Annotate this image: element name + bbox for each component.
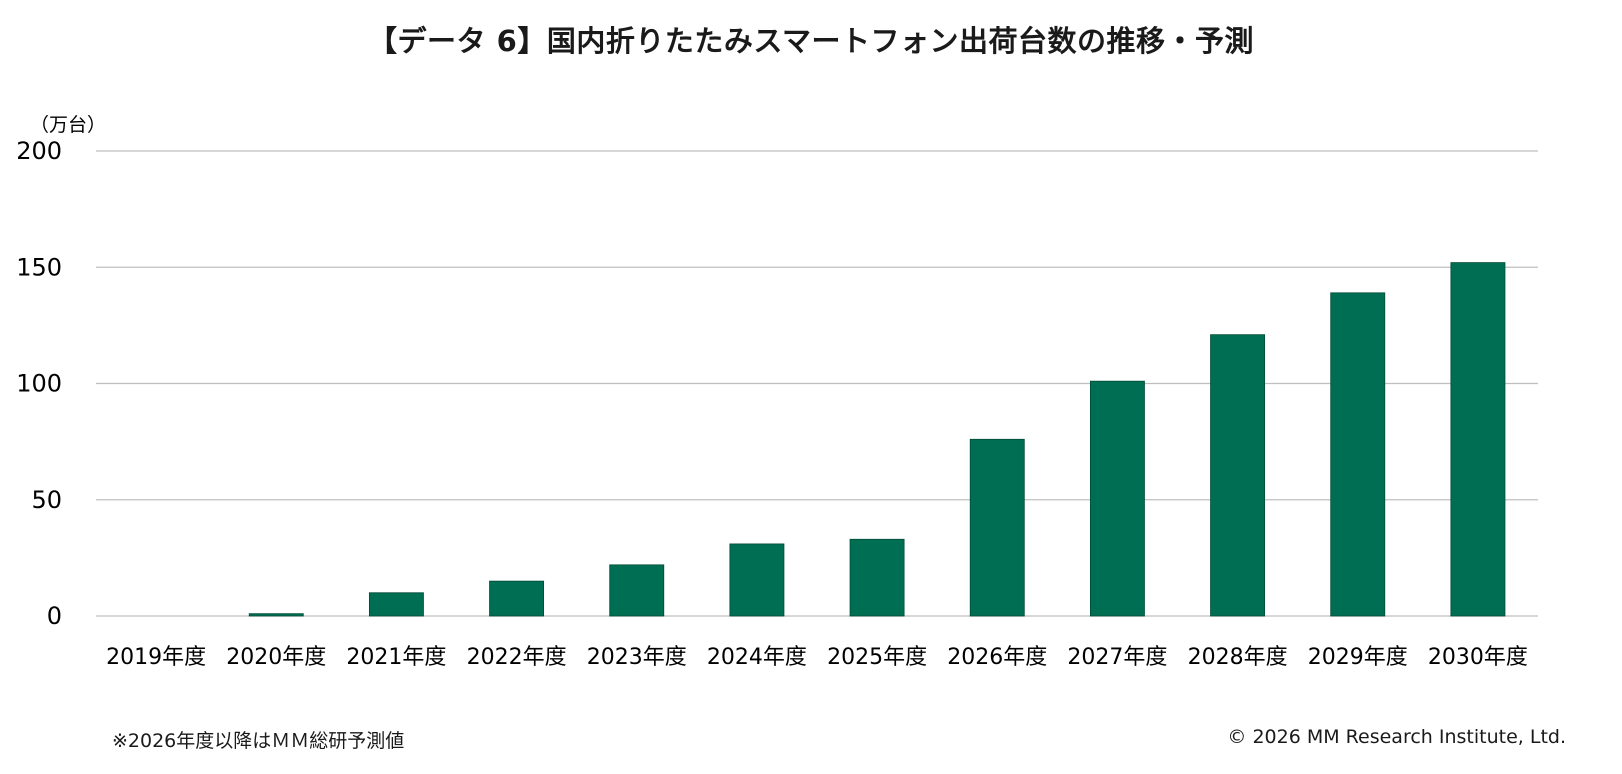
- bar: [609, 564, 665, 617]
- y-tick-label: 200: [16, 137, 62, 165]
- bars: [248, 262, 1506, 617]
- y-axis-ticks: 0 50 100 150 200: [16, 137, 62, 630]
- x-tick-label: 2026年度: [947, 645, 1047, 670]
- y-tick-label: 100: [16, 370, 62, 398]
- x-tick-label: 2029年度: [1308, 645, 1408, 670]
- x-tick-label: 2025年度: [827, 645, 927, 670]
- bar: [489, 580, 545, 617]
- y-axis-unit-label: （万台）: [30, 114, 106, 136]
- x-tick-label: 2027年度: [1067, 645, 1167, 670]
- x-tick-label: 2020年度: [226, 645, 326, 670]
- bar: [368, 592, 424, 617]
- x-tick-label: 2030年度: [1428, 645, 1528, 670]
- x-tick-label: 2021年度: [346, 645, 446, 670]
- forecast-note: ※2026年度以降はＭＭ総研予測値: [112, 730, 405, 752]
- y-tick-label: 50: [31, 486, 62, 514]
- y-tick-label: 150: [16, 253, 62, 281]
- bar: [969, 438, 1025, 617]
- chart-title: 【データ 6】国内折りたたみスマートフォン出荷台数の推移・予測: [368, 24, 1254, 58]
- bar: [1089, 380, 1145, 617]
- bar: [1450, 262, 1506, 617]
- bar: [729, 543, 785, 617]
- x-tick-label: 2023年度: [587, 645, 687, 670]
- bar: [1330, 292, 1386, 617]
- y-tick-label: 0: [47, 602, 62, 630]
- x-tick-label: 2022年度: [467, 645, 567, 670]
- x-tick-label: 2024年度: [707, 645, 807, 670]
- x-tick-label: 2028年度: [1188, 645, 1288, 670]
- bar-chart: （万台） 0 50 100 150 200 2019年度 2020年度 2021年度 2022…: [16, 114, 1538, 670]
- bar: [849, 538, 905, 617]
- x-axis-ticks: 2019年度 2020年度 2021年度 2022年度 2023年度 2024年度 2025…: [106, 645, 1528, 670]
- bar: [1210, 334, 1266, 617]
- bar: [248, 613, 304, 617]
- gridlines: [96, 150, 1538, 617]
- copyright-text: © 2026 MM Research Institute, Ltd.: [1227, 726, 1566, 748]
- x-tick-label: 2019年度: [106, 645, 206, 670]
